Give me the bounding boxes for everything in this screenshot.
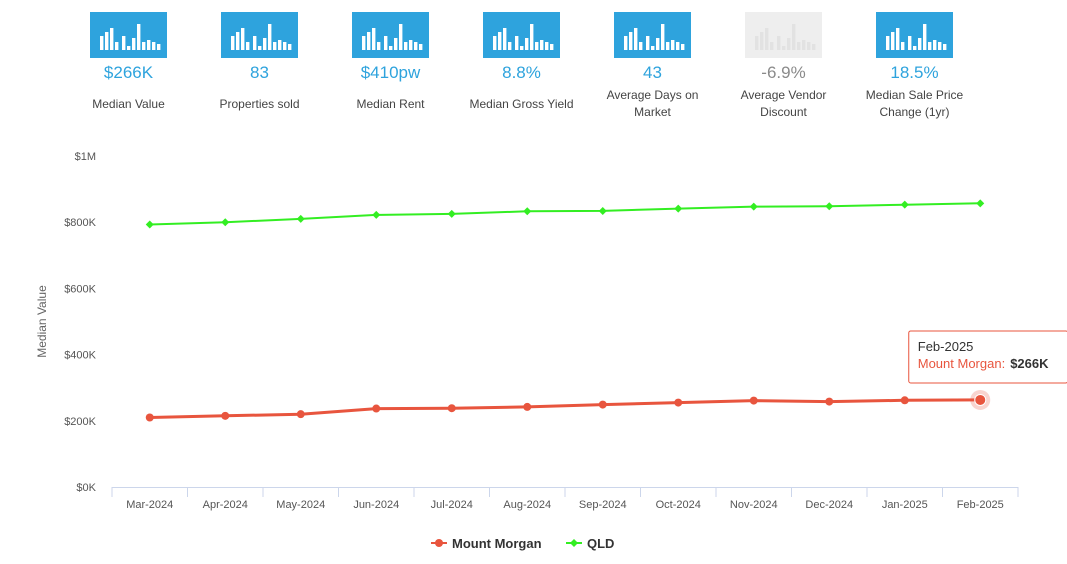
data-point — [523, 402, 532, 411]
y-tick-label: $200K — [64, 416, 96, 428]
stat-label: Median Gross Yield — [469, 96, 574, 111]
stat-1[interactable]: 83 Properties sold — [194, 12, 325, 122]
x-tick-label: Jun-2024 — [353, 499, 399, 511]
data-point — [825, 202, 834, 211]
data-point — [976, 199, 985, 208]
stat-4[interactable]: 43 Average Days on Market — [587, 12, 718, 122]
x-tick-label: Sep-2024 — [579, 499, 627, 511]
data-point — [900, 200, 909, 209]
x-tick-label: Oct-2024 — [656, 499, 701, 511]
series-line-1 — [149, 202, 981, 226]
x-tick-label: Jan-2025 — [882, 499, 928, 511]
stat-value: 83 — [250, 63, 269, 82]
data-point — [145, 220, 154, 229]
x-tick-label: Dec-2024 — [805, 499, 853, 511]
data-point — [372, 404, 381, 413]
hover-point — [974, 393, 987, 406]
stats-row: $266K Median Value 83 Properties sold $410pw… — [63, 12, 980, 122]
data-point — [296, 410, 305, 419]
y-tick-label: $0K — [76, 482, 96, 494]
x-tick-label: Nov-2024 — [730, 499, 778, 511]
series-line-0 — [149, 398, 981, 419]
stat-value: 43 — [643, 63, 662, 82]
data-point — [523, 207, 532, 216]
data-point — [749, 396, 758, 405]
stat-label: Average Vendor Discount — [740, 88, 827, 119]
y-tick-label: $800K — [64, 217, 96, 229]
bar-chart-icon — [614, 12, 691, 58]
stat-6[interactable]: 18.5% Median Sale Price Change (1yr) — [849, 12, 980, 122]
x-tick-label: May-2024 — [276, 499, 325, 511]
stat-value: 18.5% — [890, 63, 939, 82]
stat-value: -6.9% — [761, 63, 806, 82]
bar-chart-icon — [745, 12, 822, 58]
data-point — [221, 218, 230, 227]
legend-marker — [570, 539, 578, 547]
y-axis-title: Median Value — [35, 285, 49, 358]
stat-value: $266K — [103, 63, 154, 82]
stat-value: $410pw — [360, 63, 421, 82]
stat-label: Median Rent — [356, 96, 425, 111]
data-point — [296, 214, 305, 223]
data-point — [749, 202, 758, 211]
data-point — [674, 398, 683, 407]
stat-0[interactable]: $266K Median Value — [63, 12, 194, 122]
data-point — [598, 206, 607, 215]
data-point — [447, 404, 456, 413]
y-tick-label: $600K — [64, 283, 96, 295]
bar-chart-icon — [876, 12, 953, 58]
data-point — [900, 396, 909, 405]
data-point — [825, 397, 834, 406]
stat-label: Average Days on Market — [606, 88, 699, 119]
bar-chart-icon — [483, 12, 560, 58]
data-point — [145, 413, 154, 422]
bar-chart-icon — [352, 12, 429, 58]
legend-label-1[interactable]: QLD — [587, 536, 614, 551]
data-point — [372, 210, 381, 219]
y-tick-label: $400K — [64, 350, 96, 362]
stat-label: Median Value — [92, 96, 165, 111]
stat-label: Median Sale Price Change (1yr) — [865, 88, 964, 119]
stat-value: 8.8% — [502, 63, 541, 82]
y-tick-label: $1M — [75, 151, 96, 163]
bar-chart-icon — [221, 12, 298, 58]
stat-2[interactable]: $410pw Median Rent — [325, 12, 456, 122]
stat-3[interactable]: 8.8% Median Gross Yield — [456, 12, 587, 122]
data-point — [447, 209, 456, 218]
tooltip-category: Feb-2025 — [918, 339, 974, 354]
x-tick-label: Feb-2025 — [957, 499, 1004, 511]
x-tick-label: Aug-2024 — [503, 499, 551, 511]
legend-label-0[interactable]: Mount Morgan — [452, 536, 542, 551]
bar-chart-icon — [90, 12, 167, 58]
data-point — [598, 400, 607, 409]
x-tick-label: Apr-2024 — [203, 499, 248, 511]
legend-marker — [435, 539, 443, 547]
x-tick-label: Jul-2024 — [431, 499, 473, 511]
data-point — [221, 411, 230, 420]
tooltip-value: $266K — [1010, 356, 1049, 371]
x-tick-label: Mar-2024 — [126, 499, 173, 511]
data-point — [674, 204, 683, 213]
stat-5[interactable]: -6.9% Average Vendor Discount — [718, 12, 849, 122]
stat-label: Properties sold — [219, 96, 300, 111]
tooltip-box — [908, 330, 1067, 384]
tooltip-series: Mount Morgan: — [918, 356, 1005, 371]
